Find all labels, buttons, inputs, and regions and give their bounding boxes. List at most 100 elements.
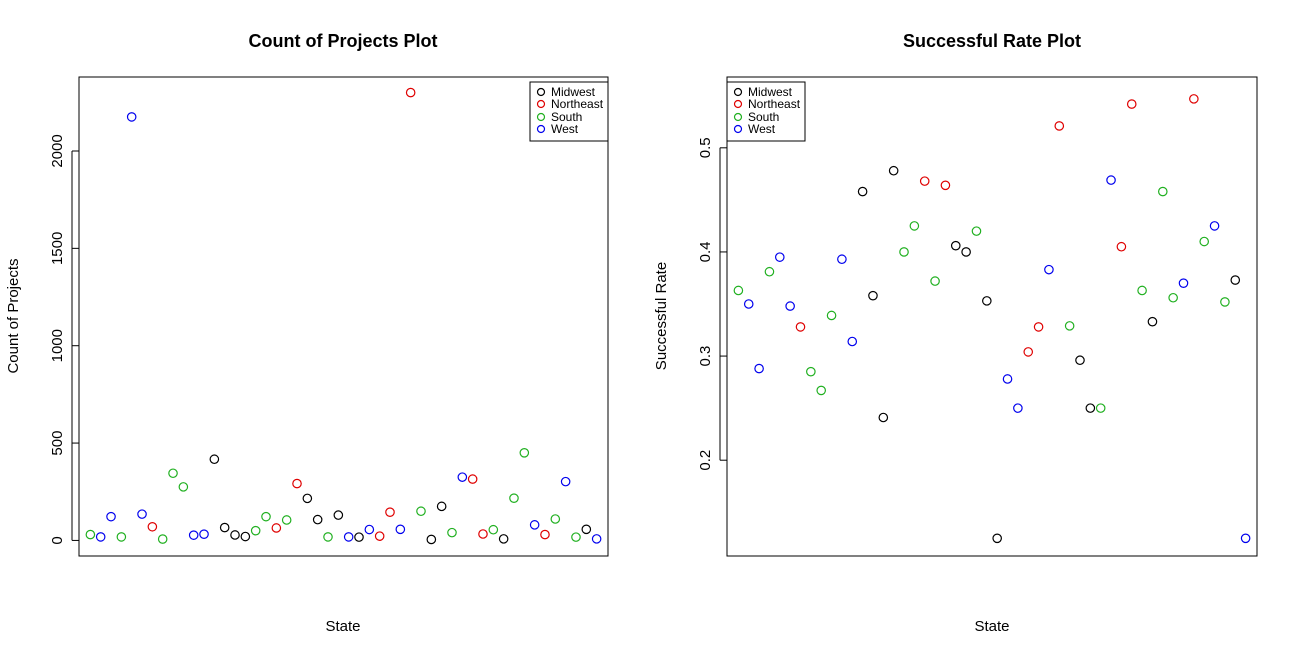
rate-point bbox=[1023, 347, 1034, 357]
count-point bbox=[550, 514, 561, 524]
count-point bbox=[95, 532, 106, 542]
count-point bbox=[147, 521, 158, 532]
rate-point bbox=[982, 296, 992, 306]
count-point bbox=[209, 454, 220, 465]
count-point bbox=[436, 501, 447, 512]
rate-legend-marker-west bbox=[733, 124, 743, 134]
count-point bbox=[178, 482, 189, 492]
rate-point bbox=[888, 165, 899, 176]
rate-point bbox=[868, 290, 878, 301]
count-legend-marker-northeast bbox=[536, 99, 546, 109]
rate-y-tick-label: 0.2 bbox=[697, 450, 714, 471]
count-point bbox=[447, 527, 457, 538]
rate-point bbox=[909, 221, 920, 231]
count-legend-northeast: Northeast bbox=[551, 97, 604, 111]
count-legend-marker-south bbox=[536, 112, 546, 122]
count-point bbox=[416, 506, 426, 517]
rate-y-axis-label: Successful Rate bbox=[653, 262, 670, 370]
count-plot-frame bbox=[78, 76, 609, 557]
rate-point bbox=[1220, 297, 1230, 307]
count-point bbox=[137, 509, 147, 519]
rate-legend-marker-south bbox=[733, 112, 743, 122]
rate-point bbox=[1116, 241, 1127, 252]
rate-legend-west: West bbox=[748, 122, 776, 136]
count-legend: Midwest Northeast South West bbox=[529, 81, 609, 142]
rate-point bbox=[847, 336, 858, 347]
count-points bbox=[85, 87, 602, 545]
rate-legend-marker-northeast bbox=[733, 99, 743, 109]
count-point bbox=[488, 524, 499, 535]
rate-y-tick-label: 0.4 bbox=[697, 242, 714, 263]
rate-y-tick-label: 0.3 bbox=[697, 346, 714, 367]
count-legend-box bbox=[529, 81, 609, 142]
count-point bbox=[323, 532, 333, 542]
rate-chart-title: Successful Rate Plot bbox=[903, 31, 1081, 51]
count-point bbox=[519, 448, 530, 458]
rate-point bbox=[1209, 221, 1220, 231]
rate-point bbox=[806, 366, 816, 377]
count-point bbox=[591, 534, 602, 544]
rate-point bbox=[1199, 236, 1210, 247]
rate-point bbox=[857, 186, 868, 197]
count-point bbox=[426, 534, 437, 545]
rate-point bbox=[1095, 403, 1106, 413]
count-point bbox=[509, 493, 519, 503]
count-y-axis: 0 500 1000 1500 2000 bbox=[49, 134, 79, 545]
rate-point bbox=[971, 226, 982, 236]
rate-point bbox=[1064, 321, 1075, 331]
rate-point bbox=[1002, 374, 1013, 384]
count-projects-panel: Count of Projects Plot 0500100015002000 … bbox=[5, 31, 609, 635]
success-rate-panel: Successful Rate Plot 0.20.30.40.5 State … bbox=[653, 31, 1258, 635]
rate-point bbox=[1137, 285, 1147, 296]
rate-point bbox=[899, 247, 909, 257]
count-point bbox=[281, 515, 292, 525]
count-point bbox=[85, 529, 96, 540]
rate-point bbox=[1075, 355, 1085, 366]
count-point bbox=[529, 520, 540, 530]
count-point bbox=[385, 507, 395, 517]
count-point bbox=[271, 523, 282, 533]
rate-point bbox=[1013, 403, 1023, 413]
rate-legend-south: South bbox=[748, 110, 779, 124]
rate-point bbox=[878, 412, 889, 423]
count-point bbox=[302, 493, 313, 504]
rate-point bbox=[1085, 403, 1096, 413]
rate-point bbox=[992, 533, 1002, 544]
count-legend-south: South bbox=[551, 110, 582, 124]
count-point bbox=[333, 510, 344, 520]
count-point bbox=[467, 474, 478, 484]
rate-point bbox=[1054, 121, 1065, 131]
count-legend-west: West bbox=[551, 122, 579, 136]
count-point bbox=[457, 472, 468, 482]
rate-point bbox=[795, 322, 806, 332]
count-y-tick-label: 1000 bbox=[49, 329, 66, 362]
count-point bbox=[168, 468, 178, 479]
rate-point bbox=[1106, 175, 1116, 185]
rate-point bbox=[826, 310, 837, 321]
rate-point bbox=[940, 180, 951, 191]
rate-legend-northeast: Northeast bbox=[748, 97, 801, 111]
count-point bbox=[571, 532, 581, 542]
rate-point bbox=[837, 254, 847, 265]
count-point bbox=[498, 534, 509, 544]
count-y-axis-label: Count of Projects bbox=[5, 258, 22, 373]
count-y-tick-label: 0 bbox=[49, 536, 66, 544]
count-point bbox=[188, 530, 199, 540]
rate-point bbox=[1178, 278, 1189, 288]
rate-legend-box bbox=[726, 81, 806, 142]
rate-point bbox=[1158, 186, 1168, 197]
rate-point bbox=[764, 266, 775, 277]
rate-point bbox=[1033, 322, 1044, 332]
rate-point bbox=[950, 240, 961, 251]
count-point bbox=[478, 529, 488, 539]
rate-legend-marker-midwest bbox=[733, 87, 743, 97]
count-point bbox=[343, 532, 354, 542]
rate-point bbox=[919, 176, 930, 186]
count-y-tick-label: 500 bbox=[49, 431, 66, 456]
count-point bbox=[405, 87, 416, 98]
rate-point bbox=[743, 299, 754, 309]
rate-point bbox=[774, 252, 785, 262]
count-point bbox=[395, 524, 406, 535]
count-point bbox=[540, 529, 550, 540]
